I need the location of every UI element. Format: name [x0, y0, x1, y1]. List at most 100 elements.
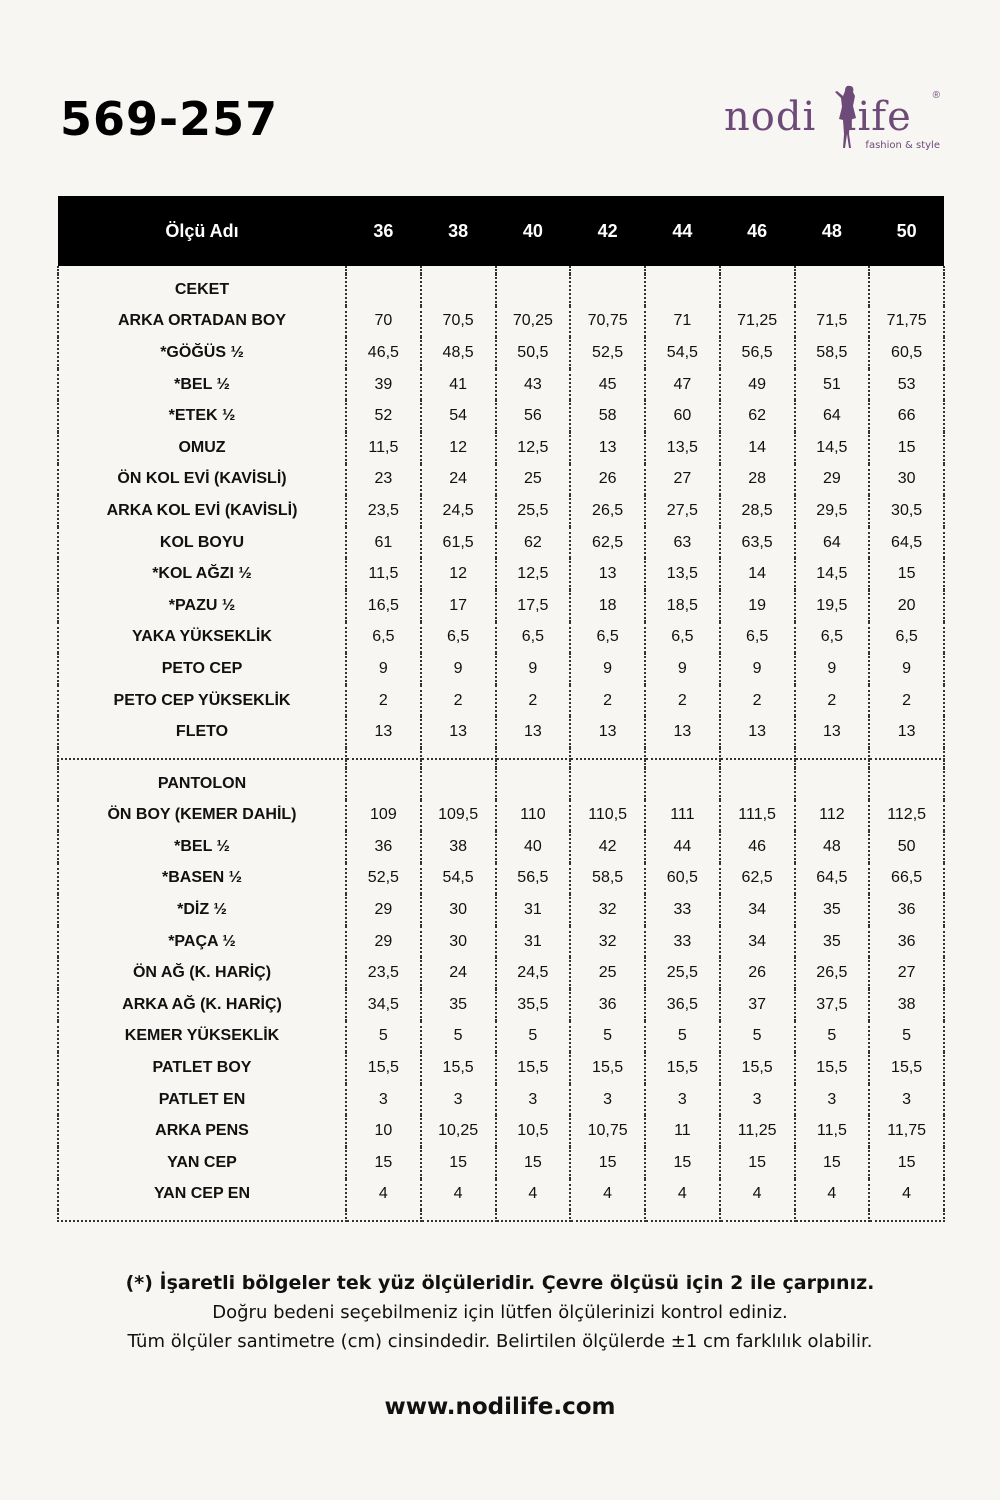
- measure-value: 6,5: [494, 621, 572, 654]
- measure-value: 50,5: [494, 337, 572, 369]
- measure-label: FLETO: [57, 716, 347, 748]
- table-row: YAKA YÜKSEKLİK 6,5 6,5 6,5 6,5 6,5 6,5 6,5 6,5: [57, 621, 945, 654]
- measure-label: ARKA AĞ (K. HARİÇ): [57, 989, 347, 1021]
- measure-value: 11: [644, 1115, 721, 1148]
- measure-value: 17: [419, 589, 497, 622]
- measure-value: 26,5: [793, 957, 871, 990]
- cell: [494, 274, 572, 306]
- table-row: ÖN AĞ (K. HARİÇ) 23,5 24 24,5 25 25,5 26 26,5 27: [57, 957, 945, 990]
- table-row: *GÖĞÜS ½ 46,5 48,5 50,5 52,5 54,5 56,5 58,5 60,5: [57, 337, 945, 369]
- measure-label: *ETEK ½: [57, 400, 347, 432]
- header-size-50: 50: [869, 196, 944, 266]
- measure-value: 34: [718, 894, 796, 926]
- measure-value: 71,5: [793, 305, 871, 338]
- measure-value: 13: [868, 716, 945, 748]
- measure-value: 43: [494, 368, 572, 401]
- table-row: YAN CEP EN 4 4 4 4 4 4 4 4: [57, 1178, 945, 1211]
- note-single-side: (*) İşaretli bölgeler tek yüz ölçüleridi…: [125, 1272, 875, 1294]
- measure-value: 6,5: [718, 621, 796, 654]
- measure-value: 27: [868, 957, 945, 990]
- measure-value: 35: [419, 989, 497, 1021]
- measure-value: 15,5: [868, 1052, 945, 1084]
- cell: [345, 274, 422, 306]
- measure-value: 15: [569, 1147, 646, 1179]
- website-link[interactable]: www.nodilife.com: [384, 1394, 616, 1420]
- cell: [644, 758, 721, 768]
- measure-value: 64,5: [793, 862, 871, 895]
- logo-wordmark: nodi life: [724, 94, 912, 140]
- cell: [57, 747, 347, 760]
- cell: [644, 767, 721, 800]
- measure-value: 9: [644, 653, 721, 685]
- measure-value: 56,5: [718, 337, 796, 369]
- measure-value: 20: [868, 589, 945, 622]
- measure-value: 3: [793, 1083, 871, 1116]
- measure-value: 64,5: [868, 526, 945, 559]
- measure-value: 3: [569, 1083, 646, 1116]
- measure-value: 70: [345, 305, 422, 338]
- measure-label: *PAÇA ½: [57, 925, 347, 958]
- measure-value: 109,5: [419, 799, 497, 832]
- measure-value: 29: [793, 463, 871, 496]
- measure-value: 70,75: [569, 305, 646, 338]
- table-row: ÖN KOL EVİ (KAVİSLİ) 23 24 25 26 27 28 29 30: [57, 463, 945, 496]
- measure-value: 63,5: [718, 526, 796, 559]
- cell: [718, 747, 796, 760]
- header-size-42: 42: [570, 196, 645, 266]
- measure-value: 3: [868, 1083, 945, 1116]
- measure-value: 64: [793, 400, 871, 432]
- table-row: *BEL ½ 36 38 40 42 44 46 48 50: [57, 831, 945, 863]
- measure-value: 15: [868, 431, 945, 464]
- measure-label: *BEL ½: [57, 831, 347, 863]
- measure-value: 50: [868, 831, 945, 863]
- cell: [494, 1210, 572, 1223]
- measure-value: 24: [419, 957, 497, 990]
- measure-value: 13,5: [644, 558, 721, 590]
- cell: [793, 1210, 871, 1223]
- measure-value: 44: [644, 831, 721, 863]
- measure-label: KEMER YÜKSEKLİK: [57, 1020, 347, 1053]
- measure-value: 32: [569, 925, 646, 958]
- measure-value: 60: [644, 400, 721, 432]
- measure-value: 29: [345, 894, 422, 926]
- measure-value: 11,75: [868, 1115, 945, 1148]
- measure-value: 24,5: [494, 957, 572, 990]
- measure-value: 4: [644, 1178, 721, 1211]
- measure-value: 23,5: [345, 957, 422, 990]
- measure-value: 2: [569, 684, 646, 717]
- cell: [868, 1210, 945, 1223]
- measure-value: 46: [718, 831, 796, 863]
- measure-value: 2: [419, 684, 497, 717]
- measure-value: 4: [718, 1178, 796, 1211]
- measure-value: 42: [569, 831, 646, 863]
- measure-value: 29,5: [793, 495, 871, 527]
- table-row: ARKA ORTADAN BOY 70 70,5 70,25 70,75 71 71,25 7…: [57, 305, 945, 338]
- measure-value: 62: [494, 526, 572, 559]
- measure-value: 5: [644, 1020, 721, 1053]
- cell: [419, 1210, 497, 1223]
- cell: [868, 274, 945, 306]
- measure-value: 13: [644, 716, 721, 748]
- measure-value: 40: [494, 831, 572, 863]
- measure-value: 112: [793, 799, 871, 832]
- measure-value: 110: [494, 799, 572, 832]
- measure-value: 13: [718, 716, 796, 748]
- measure-value: 14: [718, 431, 796, 464]
- product-code: 569-257: [60, 92, 279, 146]
- measure-value: 5: [419, 1020, 497, 1053]
- cell: [419, 767, 497, 800]
- measure-value: 18,5: [644, 589, 721, 622]
- measure-value: 5: [569, 1020, 646, 1053]
- measure-value: 6,5: [644, 621, 721, 654]
- cell: [569, 747, 646, 760]
- measure-value: 62: [718, 400, 796, 432]
- measure-value: 13: [419, 716, 497, 748]
- measure-value: 13: [793, 716, 871, 748]
- measure-value: 35: [793, 894, 871, 926]
- measure-value: 14,5: [793, 558, 871, 590]
- measure-value: 9: [419, 653, 497, 685]
- measure-value: 15,5: [419, 1052, 497, 1084]
- measure-value: 10: [345, 1115, 422, 1148]
- measure-value: 12: [419, 431, 497, 464]
- measure-label: ÖN AĞ (K. HARİÇ): [57, 957, 347, 990]
